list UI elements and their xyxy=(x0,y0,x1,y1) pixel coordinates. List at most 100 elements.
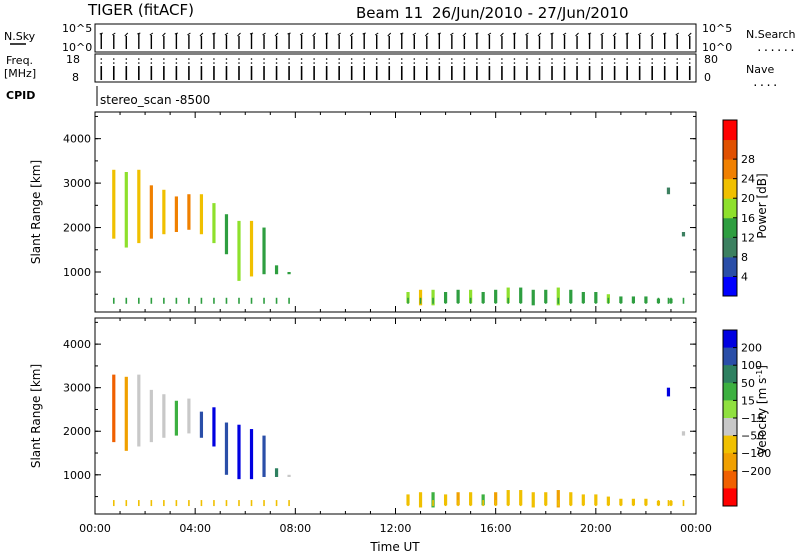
colorbar-tick-label: 16 xyxy=(741,212,755,225)
freq-dot xyxy=(163,62,165,64)
nsearch-mark xyxy=(99,32,103,35)
near-range-echo xyxy=(667,297,670,304)
scan-bar xyxy=(237,220,241,281)
nsearch-mark xyxy=(500,32,504,37)
near-range-echo xyxy=(457,500,459,507)
nsearch-tick-top: 10^5 xyxy=(702,22,732,35)
scan-bar xyxy=(137,374,141,447)
y-tick-label: 2000 xyxy=(63,425,91,438)
freq-dot xyxy=(325,58,328,60)
scan-bar xyxy=(456,492,460,506)
freq-dot xyxy=(601,58,603,60)
freq-dot xyxy=(288,58,290,60)
freq-dot xyxy=(200,58,203,60)
nsearch-mark xyxy=(675,32,679,36)
x-tick-label: 20:00 xyxy=(580,522,612,535)
nsearch-mark xyxy=(124,32,129,37)
nsearch-mark xyxy=(287,32,291,35)
scan-bar xyxy=(556,287,560,306)
near-range-echo xyxy=(670,500,672,507)
nsearch-mark xyxy=(412,32,417,36)
near-range-echo xyxy=(569,297,572,304)
near-range-echo xyxy=(507,297,509,304)
freq-dot xyxy=(150,58,153,60)
near-range-echo xyxy=(607,500,610,507)
nsearch-mark xyxy=(637,32,642,36)
freq-dot xyxy=(663,62,666,64)
power-colorbar: 4 8 12 16 20 24 28 xyxy=(722,119,755,297)
near-range-echo xyxy=(657,500,660,507)
freq-dot xyxy=(451,62,453,64)
freq-dot xyxy=(325,62,328,64)
near-range-echo xyxy=(557,500,560,507)
power-scans xyxy=(112,169,686,306)
freq-tick-top: 18 xyxy=(66,53,80,66)
freq-dot xyxy=(350,58,353,60)
colorbar-swatch xyxy=(723,159,737,180)
freq-dot xyxy=(576,58,578,60)
freq-dot xyxy=(188,58,190,60)
nsearch-mark xyxy=(212,32,216,35)
freq-dot xyxy=(125,58,128,60)
freq-dot xyxy=(476,58,478,60)
near-range-echo xyxy=(632,297,635,304)
nsearch-mark xyxy=(174,32,179,35)
nsearch-mark xyxy=(349,32,354,37)
freq-dot xyxy=(576,62,578,64)
scan-bar xyxy=(162,189,166,235)
near-range-echo xyxy=(582,500,585,507)
scan-bar xyxy=(124,376,128,451)
nsearch-mark xyxy=(112,32,116,36)
colorbar-tick-label: 28 xyxy=(741,153,755,166)
freq-dot xyxy=(476,62,478,64)
freq-dot xyxy=(426,58,428,60)
colorbar-tick-label: 24 xyxy=(741,173,755,186)
freq-dot xyxy=(350,62,353,64)
freq-dot xyxy=(288,62,290,64)
near-range-echo xyxy=(250,500,253,507)
nsearch-mark xyxy=(149,32,154,36)
near-range-echo xyxy=(519,297,522,304)
x-axis-label: Time UT xyxy=(369,540,420,554)
nsearch-mark xyxy=(187,32,191,36)
power-y-axis: 1000 2000 3000 4000 xyxy=(63,115,696,295)
scan-bar xyxy=(481,494,485,506)
near-range-echo xyxy=(175,500,178,507)
x-tick-label: 12:00 xyxy=(380,522,412,535)
nsearch-mark xyxy=(550,32,554,35)
nsearch-mark xyxy=(237,32,241,37)
freq-dot xyxy=(463,58,466,60)
freq-dot xyxy=(451,58,453,60)
nsearch-mark xyxy=(262,32,266,36)
freq-dot xyxy=(513,58,516,60)
near-range-echo xyxy=(125,297,128,304)
freq-dot xyxy=(438,62,441,64)
freq-dot xyxy=(526,58,528,60)
y-tick-label: 3000 xyxy=(63,177,91,190)
scan-bar xyxy=(174,400,178,436)
colorbar-swatch xyxy=(723,470,737,489)
freq-dot xyxy=(175,62,178,64)
scan-bar xyxy=(137,169,141,244)
colorbar-tick-label: 100 xyxy=(741,359,762,372)
scan-bar xyxy=(519,490,523,506)
near-range-echo xyxy=(657,297,660,304)
y-tick-label: 2000 xyxy=(63,222,91,235)
scan-bar xyxy=(212,407,216,447)
near-range-echo xyxy=(469,297,472,304)
near-range-echo xyxy=(507,500,509,507)
scan-bar xyxy=(237,424,241,480)
near-range-echo xyxy=(150,500,153,507)
colorbar-swatch xyxy=(723,382,737,401)
scan-bar xyxy=(224,422,229,475)
scan-bar xyxy=(287,272,291,275)
freq-dot xyxy=(663,58,666,60)
nave-tick-bottom: 0 xyxy=(704,71,711,84)
freq-dot xyxy=(375,58,378,60)
scan-bar xyxy=(199,194,204,235)
near-range-echo xyxy=(200,500,203,507)
scan-bar xyxy=(262,435,266,477)
scan-bar xyxy=(469,289,473,304)
freq-dot xyxy=(263,58,265,60)
colorbar-swatch xyxy=(723,365,737,384)
